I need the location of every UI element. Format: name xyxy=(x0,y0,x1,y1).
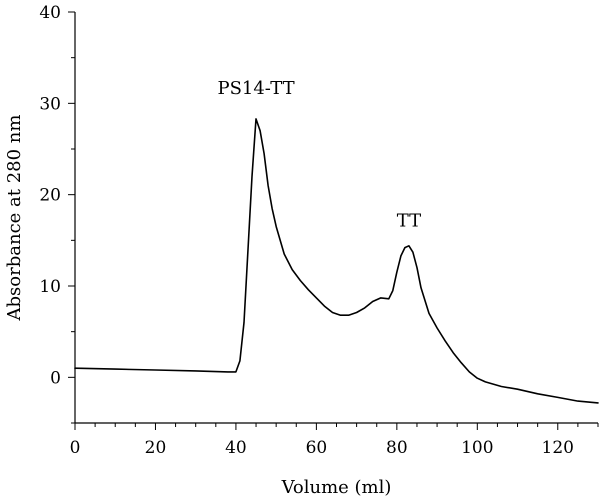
tick-labels: 0 20 40 60 80 100 120 0 10 20 30 40 xyxy=(39,3,574,458)
x-axis-title: Volume (ml) xyxy=(281,477,392,498)
x-tick-label: 80 xyxy=(386,438,408,458)
axes xyxy=(74,12,598,424)
x-tick-label: 120 xyxy=(542,438,574,458)
x-tick-label: 0 xyxy=(70,438,81,458)
y-tick-label: 40 xyxy=(39,3,61,23)
x-tick-label: 20 xyxy=(145,438,167,458)
peak-annotation: PS14-TT xyxy=(217,78,294,99)
series-line xyxy=(74,118,599,404)
ticks xyxy=(68,11,599,430)
x-tick-label: 60 xyxy=(306,438,328,458)
x-tick-label: 40 xyxy=(225,438,247,458)
plot-area xyxy=(74,118,599,404)
peak-annotation: TT xyxy=(397,211,421,232)
y-tick-label: 20 xyxy=(39,186,61,206)
x-tick-label: 100 xyxy=(461,438,493,458)
y-tick-label: 10 xyxy=(39,277,61,297)
annotations: PS14-TT TT xyxy=(217,78,421,231)
y-tick-label: 30 xyxy=(39,94,61,114)
y-axis-title: Absorbance at 280 nm xyxy=(4,115,25,322)
y-tick-label: 0 xyxy=(50,368,61,388)
